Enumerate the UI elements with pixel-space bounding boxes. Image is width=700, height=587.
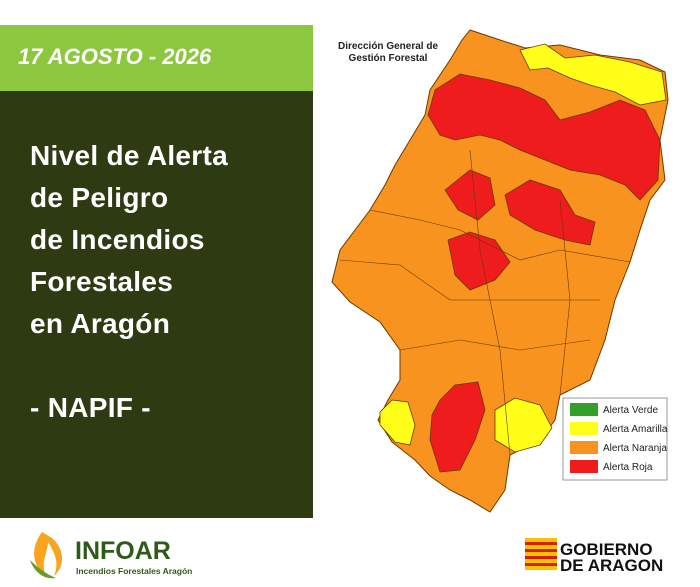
region-yellow [519, 43, 667, 106]
map-source: Gestión Forestal [349, 53, 428, 64]
map-source: Dirección General de [338, 41, 438, 52]
legend-swatch [570, 403, 598, 416]
title-line: Nivel de Alerta [30, 140, 228, 171]
legend-label: Alerta Verde [603, 405, 658, 416]
government-logo: DE ARAGON [560, 556, 663, 575]
title-line: Forestales [30, 266, 174, 297]
region-yellow [494, 397, 553, 453]
subtitle: - NAPIF - [30, 392, 151, 423]
district-borders [339, 149, 631, 456]
title-line: de Incendios [30, 224, 205, 255]
legend-label: Alerta Naranja [603, 443, 667, 454]
date: 17 AGOSTO - 2026 [18, 44, 212, 69]
region-red [427, 73, 661, 201]
legend-swatch [570, 460, 598, 473]
region-yellow [379, 399, 416, 446]
region-red [447, 231, 511, 291]
legend-label: Alerta Roja [603, 462, 653, 473]
infoar-flame [34, 532, 63, 576]
title-line: de Peligro [30, 182, 169, 213]
legend-swatch [570, 422, 598, 435]
region-red [429, 381, 486, 473]
infoar-logo: INFOAR [75, 537, 171, 565]
legend-label: Alerta Amarilla [603, 424, 668, 435]
government-logo: GOBIERNO [560, 540, 653, 559]
date-banner [0, 25, 313, 91]
aragon-flag [525, 538, 557, 570]
title-line: en Aragón [30, 308, 171, 339]
title-panel [0, 91, 313, 518]
region-red [444, 169, 496, 221]
infoar-subtitle: Incendios Forestales Aragón [76, 566, 192, 576]
infoar-leaf [30, 560, 56, 579]
region-red [504, 179, 596, 246]
legend-swatch [570, 441, 598, 454]
